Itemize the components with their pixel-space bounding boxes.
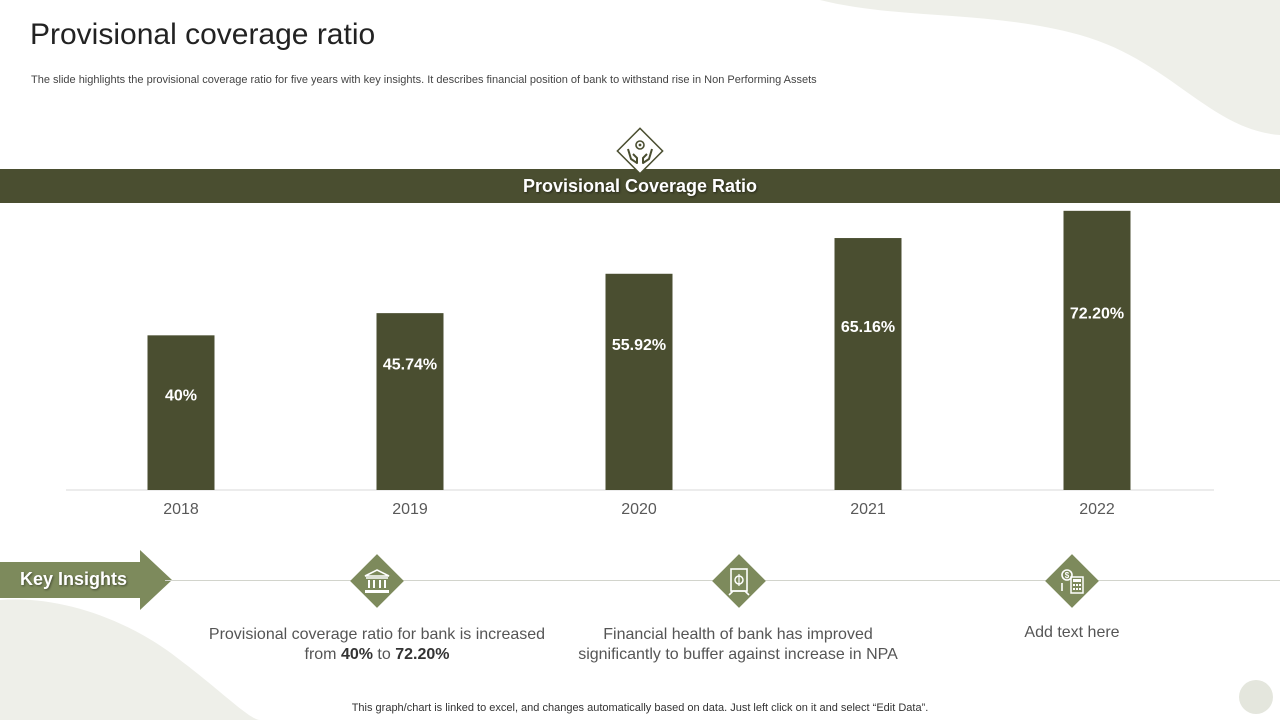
svg-text:$: $ [1065, 571, 1070, 580]
x-tick-label: 2018 [163, 501, 199, 518]
bar-value-label: 65.16% [841, 319, 895, 336]
bar-value-label: 40% [165, 388, 197, 405]
x-tick-label: 2022 [1079, 501, 1115, 518]
page-subtitle: The slide highlights the provisional cov… [31, 74, 817, 86]
insight-text-1: Provisional coverage ratio for bank is i… [208, 626, 546, 663]
page-title: Provisional coverage ratio [30, 18, 376, 51]
hands-gear-icon [616, 127, 664, 175]
x-tick-label: 2020 [621, 501, 657, 518]
footer-note: This graph/chart is linked to excel, and… [351, 702, 929, 714]
insight-text-2: Financial health of bank has improved si… [578, 626, 898, 663]
bar-2021 [834, 238, 902, 490]
key-insights-label: Key Insights [20, 569, 128, 589]
chart-title: Provisional Coverage Ratio [522, 176, 758, 196]
bar-value-label: 45.74% [383, 357, 437, 374]
bar-value-label: 55.92% [612, 337, 666, 354]
bank-icon [350, 554, 404, 608]
money-document-icon [712, 554, 766, 608]
bar-value-label: 72.20% [1070, 305, 1124, 322]
bar-chart: 40% 2018 45.74% 2019 55.92% 2020 65.16% 2021 72.… [66, 210, 1214, 518]
bar-2019 [376, 313, 444, 490]
calculator-dollar-icon: $ [1045, 554, 1099, 608]
insight-text-3: Add text here [1024, 624, 1120, 641]
bar-2020 [605, 273, 673, 490]
key-insights-arrow [0, 550, 172, 610]
bar-2018 [147, 335, 215, 490]
bar-2022 [1063, 210, 1131, 490]
x-tick-label: 2021 [850, 501, 886, 518]
x-tick-label: 2019 [392, 501, 428, 518]
